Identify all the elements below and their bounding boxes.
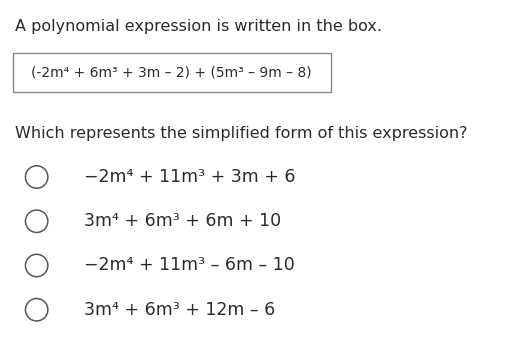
Text: −2m⁴ + 11m³ – 6m – 10: −2m⁴ + 11m³ – 6m – 10 [84, 257, 295, 274]
Text: Which represents the simplified form of this expression?: Which represents the simplified form of … [15, 126, 468, 141]
Text: (-2m⁴ + 6m³ + 3m – 2) + (5m³ – 9m – 8): (-2m⁴ + 6m³ + 3m – 2) + (5m³ – 9m – 8) [31, 65, 311, 80]
Text: 3m⁴ + 6m³ + 12m – 6: 3m⁴ + 6m³ + 12m – 6 [84, 301, 275, 319]
Text: 3m⁴ + 6m³ + 6m + 10: 3m⁴ + 6m³ + 6m + 10 [84, 212, 281, 230]
Text: A polynomial expression is written in the box.: A polynomial expression is written in th… [15, 19, 382, 34]
Text: −2m⁴ + 11m³ + 3m + 6: −2m⁴ + 11m³ + 3m + 6 [84, 168, 296, 186]
FancyBboxPatch shape [13, 53, 331, 92]
